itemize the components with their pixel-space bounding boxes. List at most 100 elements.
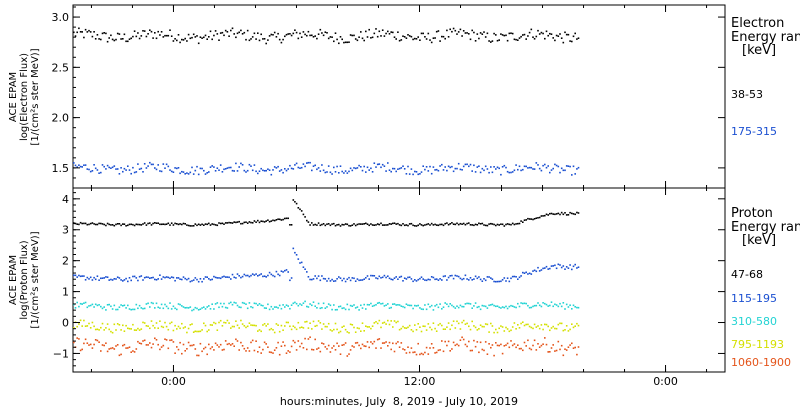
data-point <box>478 165 480 167</box>
data-point <box>262 304 264 307</box>
data-point <box>452 305 455 308</box>
data-point <box>309 34 311 37</box>
proton-legend-title-1: Proton <box>731 206 773 221</box>
data-point <box>574 213 576 216</box>
data-point <box>562 329 565 332</box>
data-point <box>464 274 467 277</box>
data-point <box>424 304 426 306</box>
data-point <box>365 308 367 310</box>
data-point <box>93 306 95 308</box>
data-point <box>360 330 362 332</box>
data-point <box>324 171 327 174</box>
data-point <box>481 222 484 225</box>
data-point <box>278 330 281 333</box>
data-point <box>219 319 222 322</box>
data-point <box>257 330 259 332</box>
data-point <box>197 173 200 176</box>
data-point <box>209 308 212 310</box>
data-point <box>446 279 448 281</box>
data-point <box>304 33 306 36</box>
data-point <box>268 169 271 171</box>
data-point <box>511 222 514 225</box>
series-310-580 <box>73 300 580 312</box>
data-point <box>208 171 210 173</box>
data-point <box>263 221 266 223</box>
data-point <box>387 30 389 33</box>
data-point <box>513 38 516 41</box>
data-point <box>560 305 563 308</box>
data-point <box>366 303 369 306</box>
data-point <box>380 277 382 279</box>
data-point <box>160 170 163 173</box>
data-point <box>427 323 430 325</box>
data-point <box>515 306 517 309</box>
data-point <box>331 173 333 175</box>
data-point <box>206 172 208 174</box>
data-point <box>577 324 580 327</box>
data-point <box>522 271 524 274</box>
data-point <box>135 329 138 331</box>
data-point <box>170 276 173 278</box>
data-point <box>176 223 178 225</box>
data-point <box>538 304 541 307</box>
data-point <box>322 277 325 280</box>
data-point <box>565 165 568 167</box>
data-point <box>199 36 202 38</box>
data-point <box>339 353 342 355</box>
data-point <box>182 276 185 278</box>
data-point <box>444 222 446 225</box>
data-point <box>130 223 132 226</box>
data-point <box>368 278 370 280</box>
data-point <box>501 34 504 36</box>
data-point <box>344 41 347 44</box>
data-point <box>419 277 421 280</box>
data-point <box>201 167 203 170</box>
data-point <box>402 348 404 350</box>
data-point <box>410 329 413 331</box>
data-point <box>123 279 126 281</box>
data-point <box>262 348 264 351</box>
data-point <box>105 32 107 35</box>
data-point <box>221 171 224 173</box>
data-point <box>101 223 104 225</box>
data-point <box>297 37 300 40</box>
data-point <box>312 165 315 167</box>
data-point <box>576 38 578 40</box>
data-point <box>574 173 576 175</box>
data-point <box>360 166 362 168</box>
data-point <box>496 280 499 283</box>
data-point <box>147 325 149 327</box>
data-point <box>395 321 397 324</box>
data-point <box>571 40 573 43</box>
data-point <box>471 224 473 226</box>
data-point <box>204 223 207 225</box>
data-point <box>238 275 240 277</box>
data-point <box>329 351 332 353</box>
data-point <box>327 165 330 167</box>
data-point <box>565 266 568 268</box>
data-point <box>432 224 435 226</box>
data-point <box>267 346 269 348</box>
data-point <box>169 302 171 304</box>
data-point <box>98 279 100 281</box>
data-point <box>322 323 325 325</box>
data-point <box>275 219 278 221</box>
data-point <box>230 278 232 280</box>
data-point <box>567 165 570 167</box>
data-point <box>78 338 80 340</box>
data-point <box>319 28 322 31</box>
data-point <box>197 42 200 45</box>
data-point <box>108 328 110 331</box>
data-point <box>535 349 538 351</box>
data-point <box>213 308 215 310</box>
data-point <box>324 346 327 348</box>
data-point <box>376 35 379 38</box>
data-point <box>248 302 251 304</box>
data-point <box>149 306 151 308</box>
data-point <box>471 170 473 172</box>
data-point <box>403 349 406 351</box>
data-point <box>481 33 484 35</box>
data-point <box>260 273 262 275</box>
data-point <box>447 223 450 226</box>
